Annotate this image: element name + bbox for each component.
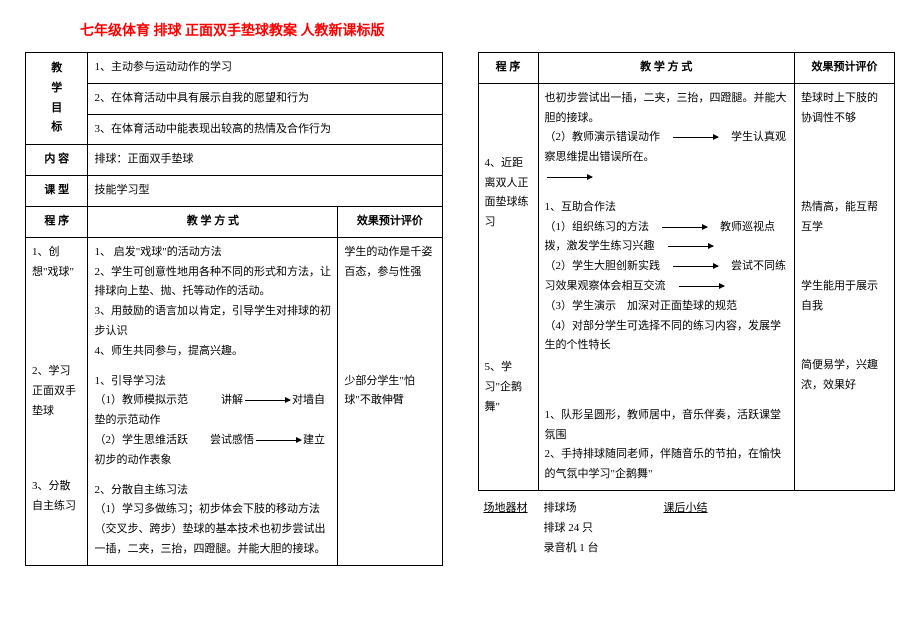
type-label: 课 型 <box>26 176 88 207</box>
arrow-icon <box>673 266 718 267</box>
eval-1: 学生的动作是千姿百态，参与性强 <box>338 237 442 366</box>
summary-label: 课后小结 <box>664 502 708 514</box>
proc-3: 3、分散自主练习 <box>32 477 81 517</box>
proc-1: 1、创想"戏球" <box>32 243 81 283</box>
equip-value: 排球场 排球 24 只 录音机 1 台 <box>538 496 658 561</box>
left-h2: 教 学 方 式 <box>88 206 338 237</box>
method-2a: 1、引导学习法 （1）教师模拟示范 讲解 <box>94 375 243 407</box>
r2f: （4）对部分学生可选择不同的练习内容，发展学生的个性特长 <box>545 320 782 352</box>
right-h1: 程 序 <box>478 53 538 84</box>
arrow-icon <box>662 227 707 228</box>
page-title: 七年级体育 排球 正面双手垫球教案 人教新课标版 <box>80 20 895 40</box>
eval-3 <box>338 476 442 566</box>
method-3: 2、分散自主练习法 （1）学习多做练习；初步体会下肢的移动方法（交叉步、跨步）垫… <box>88 476 338 566</box>
method-2c: （2）学生思维活跃 尝试感悟 <box>94 434 254 446</box>
goal-1: 1、主动参与运动动作的学习 <box>88 53 442 84</box>
eval-2: 少部分学生"怕球"不敢伸臂 <box>338 367 442 476</box>
equip-label: 场地器材 <box>484 502 528 514</box>
goal-2: 2、在体育活动中具有展示自我的愿望和行为 <box>88 83 442 114</box>
r2e: （3）学生演示 加深对正面垫球的规范 <box>545 300 738 312</box>
r1b: （2）教师演示错误动作 <box>545 131 661 143</box>
right-h2: 教 学 方 式 <box>538 53 795 84</box>
eval-r3 <box>795 401 895 491</box>
arrow-icon <box>245 400 290 401</box>
method-r3: 1、队形呈圆形，教师居中，音乐伴奏，活跃课堂氛围 2、手持排球随同老师，伴随音乐… <box>538 401 795 491</box>
right-column: 程 序 教 学 方 式 效果预计评价 4、近距离双人正面垫球练习 5、学习"企鹅… <box>478 52 896 566</box>
left-h1: 程 序 <box>26 206 88 237</box>
eval-r1: 垫球时上下肢的协调性不够 <box>795 83 895 192</box>
method-r1: 也初步尝试出一插，二夹，三抬，四蹬腿。并能大胆的接球。 （2）教师演示错误动作 … <box>538 83 795 192</box>
type-value: 技能学习型 <box>88 176 442 207</box>
r1a: 也初步尝试出一插，二夹，三抬，四蹬腿。并能大胆的接球。 <box>545 92 787 124</box>
content-label: 内 容 <box>26 145 88 176</box>
right-h3: 效果预计评价 <box>795 53 895 84</box>
equipment-table: 场地器材 排球场 排球 24 只 录音机 1 台 课后小结 <box>478 496 896 561</box>
r2c: （2）学生大胆创新实践 <box>545 260 661 272</box>
arrow-icon <box>547 177 592 178</box>
e2c: 简便易学，兴趣浓，效果好 <box>801 359 878 391</box>
arrow-icon <box>256 440 301 441</box>
left-h3: 效果预计评价 <box>338 206 442 237</box>
method-2: 1、引导学习法 （1）教师模拟示范 讲解对墙自垫的示范动作 （2）学生思维活跃 … <box>88 367 338 476</box>
content-columns: 教学目标 1、主动参与运动动作的学习 2、在体育活动中具有展示自我的愿望和行为 … <box>25 52 895 566</box>
goal-3: 3、在体育活动中能表现出较高的热情及合作行为 <box>88 114 442 145</box>
eval-r2: 热情高，能互帮互学 学生能用于展示自我 简便易学，兴趣浓，效果好 <box>795 193 895 401</box>
arrow-icon <box>673 137 718 138</box>
goal-label: 教学目标 <box>26 53 88 145</box>
proc-2: 2、学习正面双手垫球 <box>32 362 81 421</box>
content-value: 排球：正面双手垫球 <box>88 145 442 176</box>
e2b: 学生能用于展示自我 <box>801 280 878 312</box>
method-r2: 1、互助合作法 （1）组织练习的方法 教师巡视点拨，激发学生练习兴趣 （2）学生… <box>538 193 795 401</box>
left-column: 教学目标 1、主动参与运动动作的学习 2、在体育活动中具有展示自我的愿望和行为 … <box>25 52 443 566</box>
r2a: 1、互助合作法 （1）组织练习的方法 <box>545 201 650 233</box>
e2a: 热情高，能互帮互学 <box>801 201 878 233</box>
left-table: 教学目标 1、主动参与运动动作的学习 2、在体育活动中具有展示自我的愿望和行为 … <box>25 52 443 566</box>
proc-4: 4、近距离双人正面垫球练习 <box>485 154 532 233</box>
right-table: 程 序 教 学 方 式 效果预计评价 4、近距离双人正面垫球练习 5、学习"企鹅… <box>478 52 896 491</box>
arrow-icon <box>668 246 713 247</box>
arrow-icon <box>679 286 724 287</box>
proc-5: 5、学习"企鹅舞" <box>485 358 532 417</box>
method-1: 1、 启发"戏球"的活动方法 2、学生可创意性地用各种不同的形式和方法，让排球向… <box>88 237 338 366</box>
